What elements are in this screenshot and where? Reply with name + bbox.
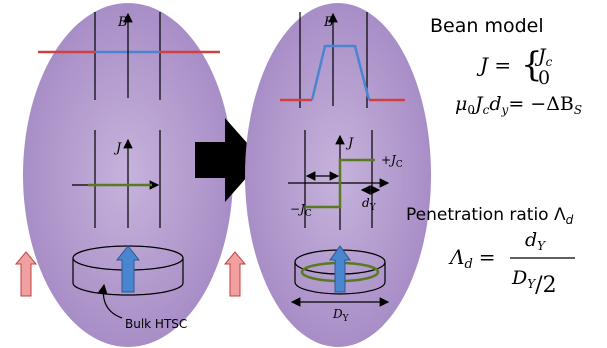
sample-label: Bulk HTSC [125, 317, 187, 331]
text-part: 0 [467, 103, 475, 117]
numerator: dY [525, 229, 546, 253]
diagram: B J Bulk HTSC B J +JC −JC dY DY Bean mod… [0, 0, 607, 348]
text-part: Y [369, 203, 377, 213]
text-part: C [396, 160, 403, 170]
text-part: μ [455, 93, 467, 115]
text-part: d [566, 213, 574, 227]
bean-lhs: J = [476, 53, 511, 77]
text-part: +J [381, 153, 397, 167]
text-part: S [574, 103, 582, 117]
bean-lower: 0 [538, 67, 550, 89]
text-part: −J [290, 202, 306, 216]
text-part: Y [537, 239, 546, 253]
penetration-lhs: Λd = [448, 245, 496, 272]
b-label: B [323, 15, 334, 30]
text-part: C [305, 209, 312, 219]
bean-relation: μ0Jcdy= −ΔBS [455, 93, 582, 117]
text-part: /2 [535, 273, 556, 298]
text-part: d [489, 93, 501, 115]
text-part: Penetration ratio Λ [406, 205, 566, 225]
right-panel: B J +JC −JC dY DY [245, 3, 431, 347]
b-label: B [117, 15, 128, 30]
equations: Bean model J = { Jc 0 μ0Jcdy= −ΔBS Penet… [406, 15, 582, 298]
text-part: Λ [448, 245, 464, 269]
text-part: Y [342, 314, 350, 324]
text-part: = [479, 245, 496, 269]
bean-title: Bean model [430, 15, 544, 37]
denominator: DY/2 [511, 267, 557, 298]
penetration-title: Penetration ratio Λd [406, 205, 574, 227]
text-part: D [332, 307, 343, 321]
text-part: = −ΔB [508, 93, 574, 115]
text-part: d [525, 229, 537, 251]
text-part: D [511, 267, 527, 289]
text-part: d [464, 257, 472, 272]
